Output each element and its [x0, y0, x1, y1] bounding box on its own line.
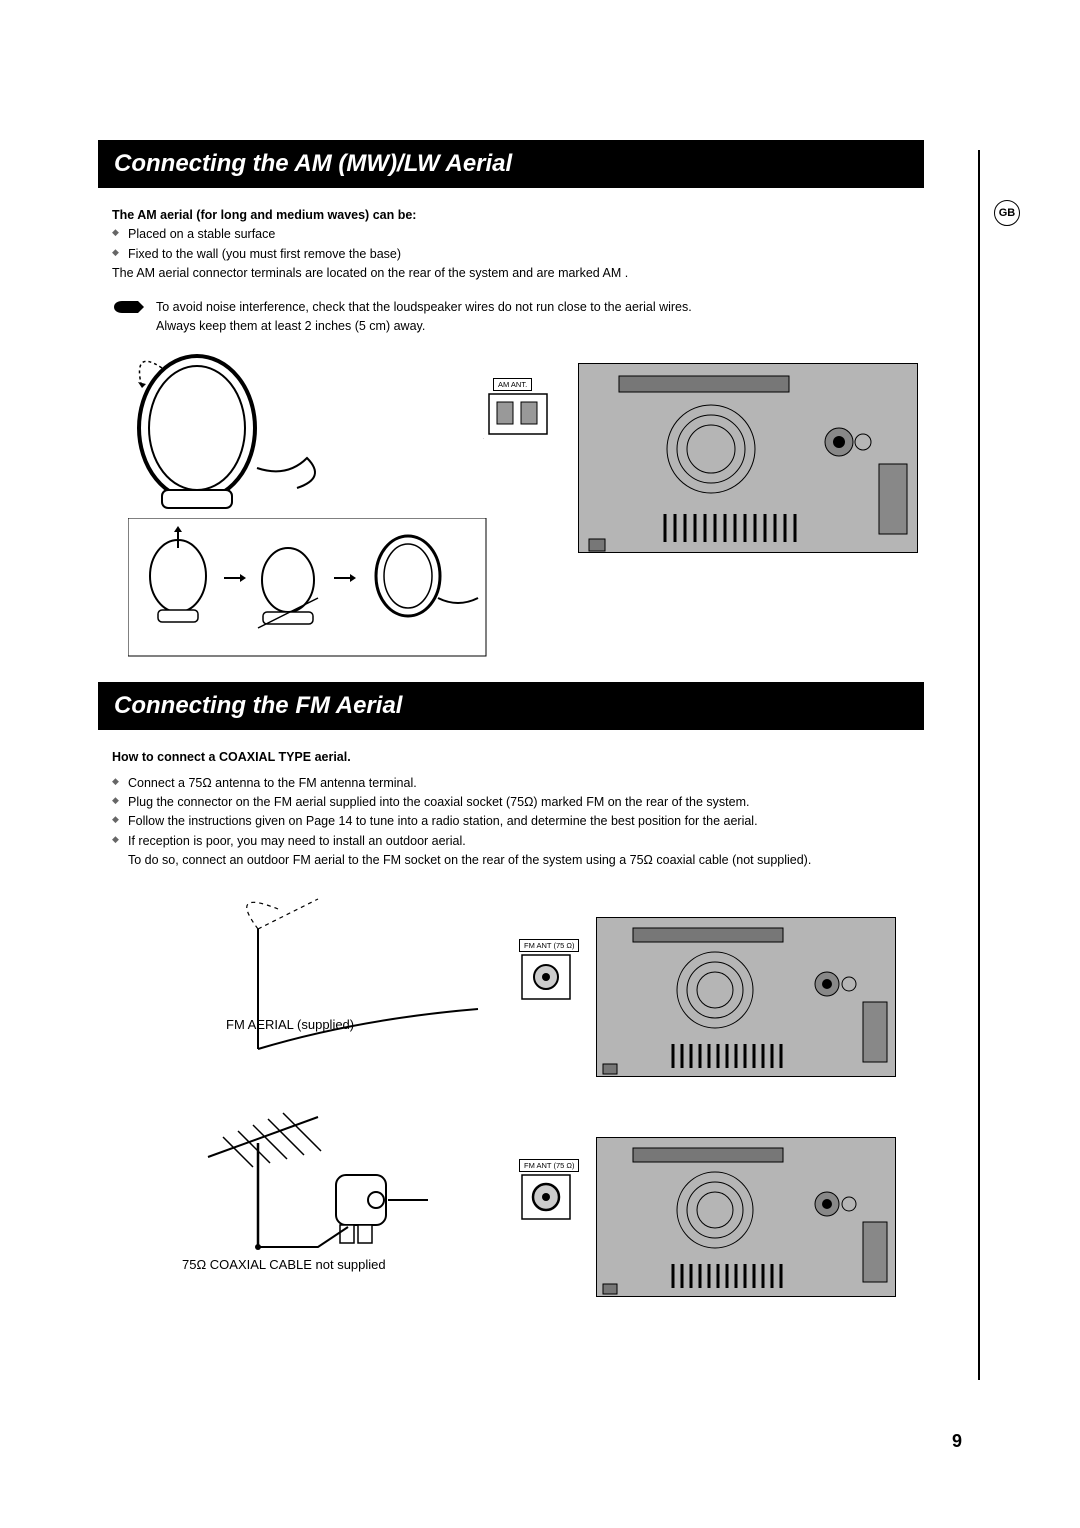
section1-body: The AM aerial (for long and medium waves… — [112, 206, 912, 284]
fm-diagram-2: 75Ω COAXIAL CABLE not supplied FM ANT (7… — [98, 1097, 924, 1307]
section2-body: How to connect a COAXIAL TYPE aerial. Co… — [112, 748, 912, 870]
wall-mount-illustration — [128, 518, 488, 658]
side-rule — [978, 150, 980, 1380]
fm-coax-socket-2 — [518, 1171, 578, 1231]
section2-bullet-4: If reception is poor, you may need to in… — [112, 832, 912, 851]
rear-panel-3 — [596, 1137, 896, 1297]
note-line-2: Always keep them at least 2 inches (5 cm… — [156, 317, 872, 336]
section2-subline: To do so, connect an outdoor FM aerial t… — [112, 851, 912, 870]
note-line-1: To avoid noise interference, check that … — [156, 298, 872, 317]
fm-coax-socket-1 — [518, 951, 578, 1011]
section2-intro: How to connect a COAXIAL TYPE aerial. — [112, 748, 912, 767]
fm-wire-aerial-illustration — [198, 889, 498, 1069]
section1-note: To avoid noise interference, check that … — [112, 298, 872, 337]
section2-bullet-3: Follow the instructions given on Page 14… — [112, 812, 912, 831]
section1-bullet-2: Fixed to the wall (you must first remove… — [112, 245, 912, 264]
am-terminal-illustration — [483, 390, 563, 450]
lang-badge: GB — [994, 200, 1020, 226]
section1-title: Connecting the AM (MW)/LW Aerial — [98, 140, 924, 188]
am-diagram: AM ANT. — [98, 348, 924, 658]
section2-bullet-2: Plug the connector on the FM aerial supp… — [112, 793, 912, 812]
hand-point-icon — [112, 298, 146, 316]
section1-after: The AM aerial connector terminals are lo… — [112, 264, 912, 283]
rear-panel-1 — [578, 363, 918, 553]
section1-intro: The AM aerial (for long and medium waves… — [112, 206, 912, 225]
page-number: 9 — [952, 1431, 962, 1452]
fm-diagram-1: FM ANT (75 Ω) FM AERIAL (supplied) — [98, 889, 924, 1079]
section1-bullet-1: Placed on a stable surface — [112, 225, 912, 244]
loop-antenna-illustration — [102, 348, 322, 518]
section2-title: Connecting the FM Aerial — [98, 682, 924, 730]
fm-caption-2: 75Ω COAXIAL CABLE not supplied — [182, 1257, 386, 1272]
section2-bullet-1: Connect a 75Ω antenna to the FM antenna … — [112, 774, 912, 793]
fm-caption-1: FM AERIAL (supplied) — [226, 1017, 354, 1032]
rear-panel-2 — [596, 917, 896, 1077]
